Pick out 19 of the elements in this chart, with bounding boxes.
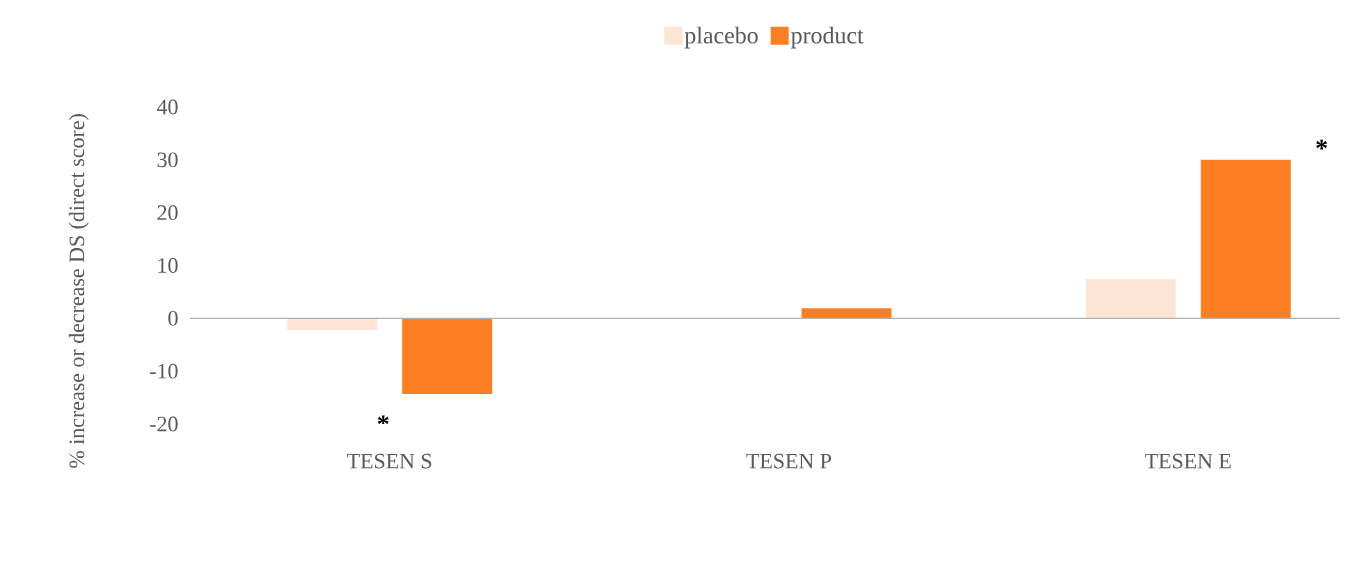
y-tick-label: 40 [156,99,178,115]
y-tick-label: 10 [158,258,178,273]
bar [1085,279,1176,319]
bar [801,308,892,319]
y-tick-label: 30 [157,152,178,168]
y-tick-label: -20 [150,416,178,432]
legend-label: product [791,26,864,49]
y-tick-label: 20 [157,205,178,221]
bar [1200,159,1291,319]
x-tick-label: TESEN S [347,453,432,469]
bar [402,318,493,394]
x-tick-label: TESEN E [1145,453,1231,469]
y-tick-label: -10 [150,363,178,379]
x-tick-label: TESEN P [746,453,831,469]
legend-label: placebo [684,26,758,49]
bar [287,318,378,330]
annotation: * [1316,139,1328,150]
y-tick-label: 0 [168,310,178,326]
y-axis-title: % increase or decrease DS (direct score) [68,114,89,468]
